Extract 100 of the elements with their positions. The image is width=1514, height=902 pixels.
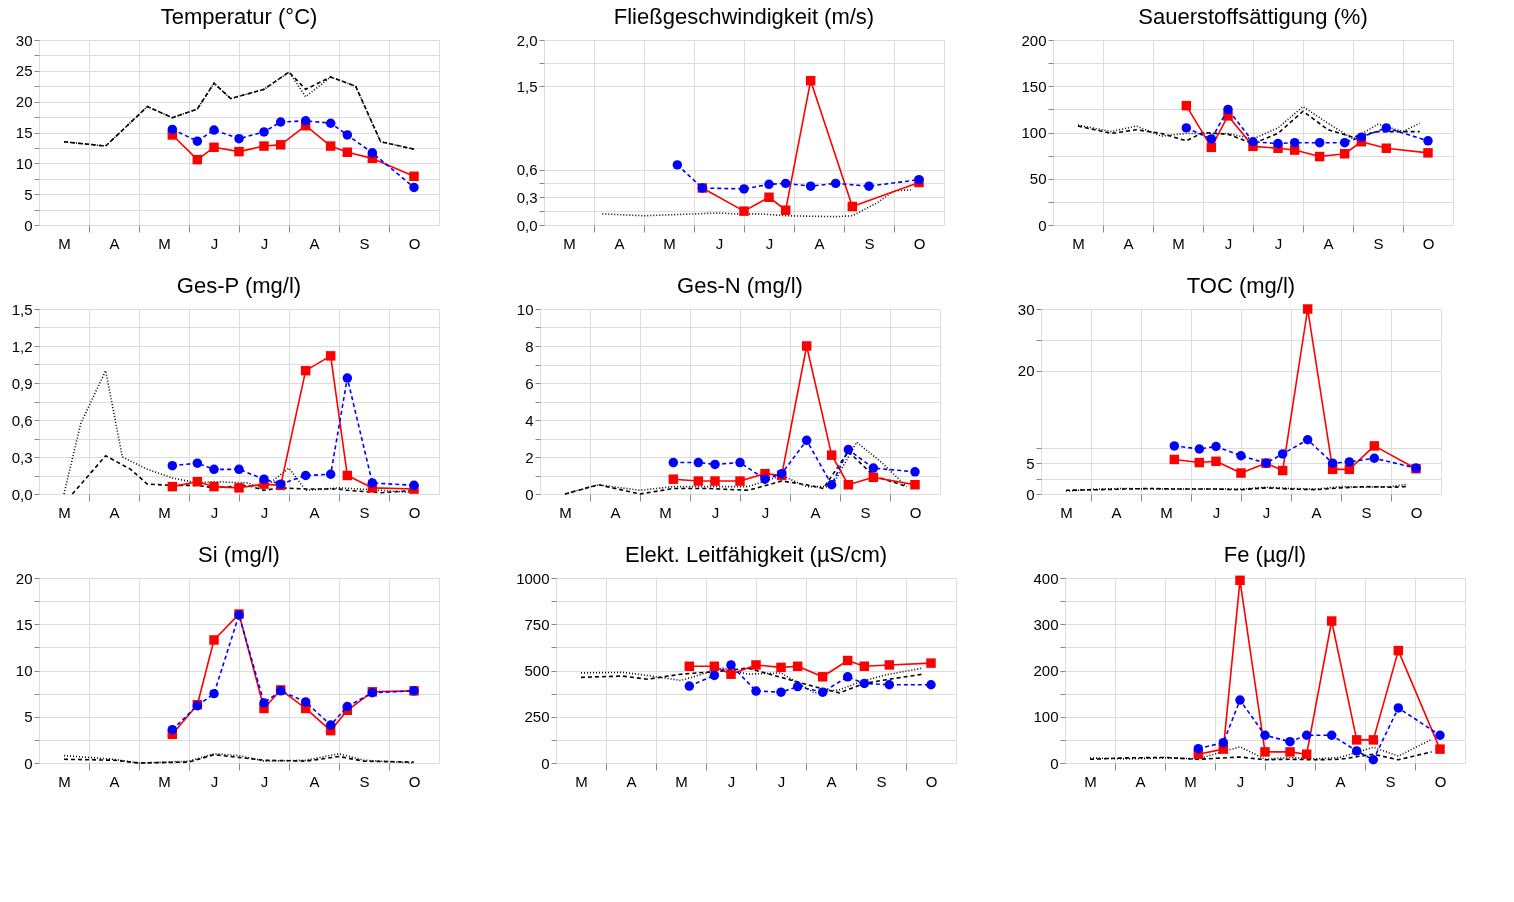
x-tick-label: S — [1373, 234, 1384, 252]
x-tick-label: M — [563, 234, 576, 252]
chart-title: Fe (µg/l) — [1223, 542, 1307, 567]
y-tick-label: 30 — [1017, 300, 1035, 318]
y-tick-label: 200 — [1033, 662, 1059, 679]
x-tick-label: J — [711, 503, 720, 521]
y-tick-label: 0 — [1026, 485, 1035, 503]
x-tick-label: A — [614, 234, 625, 252]
y-tick-label: 100 — [1021, 124, 1047, 141]
x-tick-label: A — [814, 234, 825, 252]
y-tick-label: 30 — [15, 31, 33, 49]
x-tick-label: S — [860, 503, 871, 521]
y-tick-label: 10 — [15, 154, 33, 172]
x-tick-label: M — [1084, 772, 1097, 790]
y-tick-label: 1,5 — [11, 300, 33, 318]
x-tick-label: A — [826, 772, 837, 790]
x-tick-label: O — [1422, 234, 1435, 252]
x-tick-label: S — [1361, 503, 1372, 521]
x-tick-label: M — [1072, 234, 1085, 252]
y-tick-label: 5 — [1026, 454, 1035, 472]
x-tick-label: M — [575, 772, 588, 790]
x-tick-label: S — [1385, 772, 1396, 790]
x-tick-label: J — [1212, 503, 1221, 521]
x-tick-label: M — [1060, 503, 1073, 521]
chart-title: Sauerstoffsättigung (%) — [1138, 4, 1368, 29]
x-tick-label: O — [1410, 503, 1423, 521]
x-tick-label: M — [58, 772, 71, 790]
y-tick-label: 0,3 — [11, 448, 33, 466]
x-tick-label: M — [158, 503, 171, 521]
y-tick-label: 10 — [15, 662, 33, 679]
x-tick-label: O — [408, 772, 421, 790]
x-tick-label: A — [109, 234, 120, 252]
y-tick-label: 10 — [516, 300, 534, 318]
x-tick-label: M — [1184, 772, 1197, 790]
y-tick-label: 20 — [1017, 362, 1035, 380]
x-tick-label: A — [309, 234, 320, 252]
y-tick-label: 0 — [24, 754, 33, 772]
y-tick-label: 6 — [525, 374, 534, 392]
y-tick-label: 0,6 — [516, 161, 538, 178]
y-tick-label: 0,6 — [11, 411, 33, 429]
y-tick-label: 250 — [524, 708, 550, 726]
x-tick-label: A — [309, 772, 320, 790]
y-tick-label: 50 — [1029, 170, 1047, 188]
y-tick-label: 750 — [524, 615, 550, 633]
x-tick-label: M — [158, 234, 171, 252]
y-tick-label: 0 — [1050, 754, 1059, 772]
y-tick-label: 0 — [1038, 216, 1047, 234]
x-tick-label: J — [1236, 772, 1245, 790]
x-tick-label: M — [659, 503, 672, 521]
x-tick-label: M — [663, 234, 676, 252]
x-tick-label: S — [359, 234, 370, 252]
chart-title: Elekt. Leitfähigkeit (µS/cm) — [624, 542, 888, 567]
chart-title: Ges-P (mg/l) — [176, 273, 302, 298]
x-tick-label: A — [109, 503, 120, 521]
x-tick-label: J — [1274, 234, 1283, 252]
x-tick-label: S — [359, 503, 370, 521]
y-tick-label: 8 — [525, 337, 534, 355]
x-tick-label: J — [1224, 234, 1233, 252]
x-tick-label: M — [58, 503, 71, 521]
y-tick-label: 4 — [525, 411, 534, 429]
x-tick-label: J — [210, 234, 219, 252]
x-tick-label: S — [359, 772, 370, 790]
x-tick-label: A — [1135, 772, 1146, 790]
x-tick-label: M — [158, 772, 171, 790]
x-tick-label: O — [913, 234, 926, 252]
y-tick-label: 1000 — [516, 569, 550, 587]
y-tick-label: 5 — [24, 185, 33, 203]
x-tick-label: J — [260, 234, 269, 252]
y-tick-label: 2,0 — [516, 31, 538, 49]
x-tick-label: O — [909, 503, 922, 521]
x-tick-label: J — [765, 234, 774, 252]
chart-title: Temperatur (°C) — [160, 4, 318, 29]
y-tick-label: 0,3 — [516, 188, 538, 206]
y-tick-label: 0,0 — [11, 485, 33, 503]
x-tick-label: J — [260, 503, 269, 521]
x-tick-label: J — [715, 234, 724, 252]
x-tick-label: A — [610, 503, 621, 521]
y-tick-label: 0,9 — [11, 374, 33, 392]
x-tick-label: O — [1434, 772, 1447, 790]
chart-title: TOC (mg/l) — [1186, 273, 1296, 298]
y-tick-label: 2 — [525, 448, 534, 466]
x-tick-label: J — [1286, 772, 1295, 790]
chart-title: Si (mg/l) — [198, 542, 280, 567]
y-tick-label: 0 — [24, 216, 33, 234]
x-tick-label: A — [1335, 772, 1346, 790]
chart-title: Ges-N (mg/l) — [677, 273, 803, 298]
x-tick-label: J — [210, 503, 219, 521]
x-tick-label: A — [1311, 503, 1322, 521]
x-tick-label: M — [675, 772, 688, 790]
y-tick-label: 300 — [1033, 615, 1059, 633]
y-tick-label: 1,5 — [516, 77, 538, 95]
x-tick-label: J — [260, 772, 269, 790]
y-tick-label: 200 — [1021, 31, 1047, 49]
x-tick-label: A — [1111, 503, 1122, 521]
y-tick-label: 100 — [1033, 708, 1059, 726]
y-tick-label: 15 — [15, 124, 33, 141]
x-tick-label: A — [810, 503, 821, 521]
y-tick-label: 25 — [15, 62, 33, 80]
x-tick-label: O — [925, 772, 938, 790]
x-tick-label: O — [408, 503, 421, 521]
